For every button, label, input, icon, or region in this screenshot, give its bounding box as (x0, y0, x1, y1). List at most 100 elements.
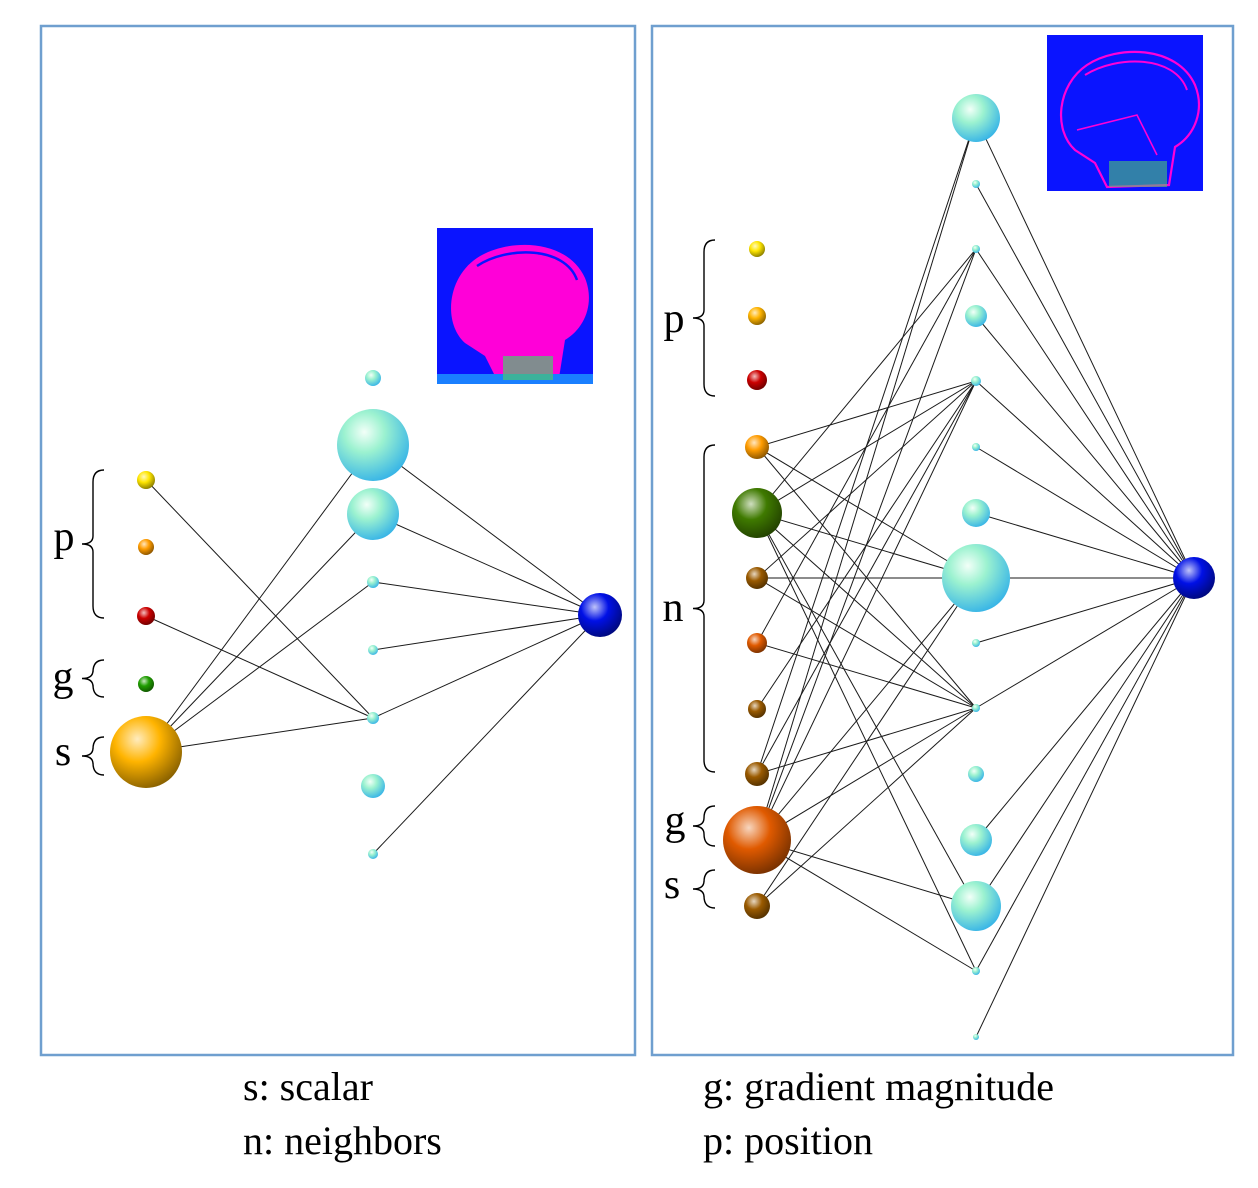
head-scan-scalar-thumbnail (437, 228, 593, 384)
group-label: s (55, 729, 71, 775)
edge-line (145, 581, 374, 753)
right-hidden-node (962, 499, 990, 527)
edge-line (756, 248, 977, 644)
right-input-node (747, 633, 767, 653)
group-braces (81, 239, 716, 909)
edge-line (372, 614, 601, 651)
edge-line (756, 707, 977, 841)
group-brace (81, 659, 105, 698)
right-hidden-node (972, 245, 980, 253)
edge-line (975, 577, 1195, 841)
right-hidden-node (960, 824, 992, 856)
right-hidden-node (951, 881, 1001, 931)
left-input-node (110, 716, 182, 788)
left-hidden-node (368, 849, 378, 859)
edge-line (756, 380, 977, 448)
edge-line (756, 248, 977, 514)
group-brace (692, 239, 716, 397)
right-hidden-node (972, 967, 980, 975)
edge-line (975, 577, 1195, 907)
skull-outline (476, 251, 579, 281)
left-output-node (578, 593, 622, 637)
edge-line (145, 513, 374, 753)
left-input-node (137, 607, 155, 625)
skull-edge (1084, 60, 1188, 91)
edge-line (975, 117, 1195, 579)
legend-neighbors: n: neighbors (243, 1118, 442, 1163)
right-hidden-node (971, 376, 981, 386)
left-hidden-node (365, 370, 381, 386)
left-hidden-node (361, 774, 385, 798)
edge-line (975, 577, 1195, 709)
face-edge (1076, 114, 1158, 156)
edge-line (756, 839, 977, 907)
legend-scalar: s: scalar (243, 1064, 373, 1109)
edge-line (145, 717, 374, 753)
right-hidden-node (952, 94, 1000, 142)
edge-line (975, 315, 1195, 579)
head-silhouette (451, 244, 589, 380)
group-label: p (54, 514, 75, 560)
right-input-node (746, 567, 768, 589)
head-scan-gradient-thumbnail (1047, 35, 1203, 191)
right-hidden-node (973, 1034, 979, 1040)
group-brace (692, 869, 716, 909)
group-label: p (664, 296, 685, 342)
right-hidden-node (972, 639, 980, 647)
edge-line (756, 380, 977, 841)
right-network-nodes (723, 94, 1215, 1040)
group-label: g (53, 654, 74, 700)
right-input-node (748, 307, 766, 325)
edge-line (975, 380, 1195, 579)
edge-line (756, 380, 977, 710)
edge-line (756, 512, 977, 972)
group-label: g (665, 798, 686, 844)
right-input-node (745, 435, 769, 459)
group-brace (692, 444, 716, 773)
edge-line (975, 512, 1195, 579)
edge-line (372, 444, 601, 616)
right-hidden-node (965, 305, 987, 327)
edge-line (372, 614, 601, 855)
edge-line (975, 577, 1195, 644)
group-brace (81, 736, 105, 776)
neck-detail (503, 356, 553, 380)
right-input-node (732, 488, 782, 538)
edge-line (756, 577, 977, 841)
right-hidden-node (972, 180, 980, 188)
left-hidden-node (337, 409, 409, 481)
right-input-node (747, 370, 767, 390)
edge-line (756, 380, 977, 579)
right-input-node (723, 806, 791, 874)
left-network-nodes (110, 370, 622, 859)
group-brace (692, 805, 716, 847)
right-input-node (748, 700, 766, 718)
left-hidden-node (367, 712, 379, 724)
left-input-node (137, 471, 155, 489)
left-hidden-node (368, 645, 378, 655)
right-input-node (745, 762, 769, 786)
left-input-node (138, 539, 154, 555)
head-edge-outline (1060, 50, 1200, 189)
edge-line (372, 513, 601, 616)
group-label: n (663, 585, 684, 631)
right-input-node (749, 241, 765, 257)
edge-line (975, 577, 1195, 1038)
edge-line (756, 380, 977, 775)
right-hidden-node (942, 544, 1010, 612)
edge-line (145, 444, 374, 753)
edge-line (372, 581, 601, 616)
left-hidden-node (347, 488, 399, 540)
right-hidden-node (972, 704, 980, 712)
left-hidden-node (367, 576, 379, 588)
left-panel-frame (39, 24, 637, 1057)
edge-line (975, 446, 1195, 579)
edge-line (756, 446, 977, 579)
edge-line (756, 839, 977, 972)
right-hidden-node (972, 443, 980, 451)
legend-gradient: g: gradient magnitude (703, 1064, 1055, 1109)
legend-position: p: position (703, 1118, 874, 1163)
right-output-node (1173, 557, 1215, 599)
